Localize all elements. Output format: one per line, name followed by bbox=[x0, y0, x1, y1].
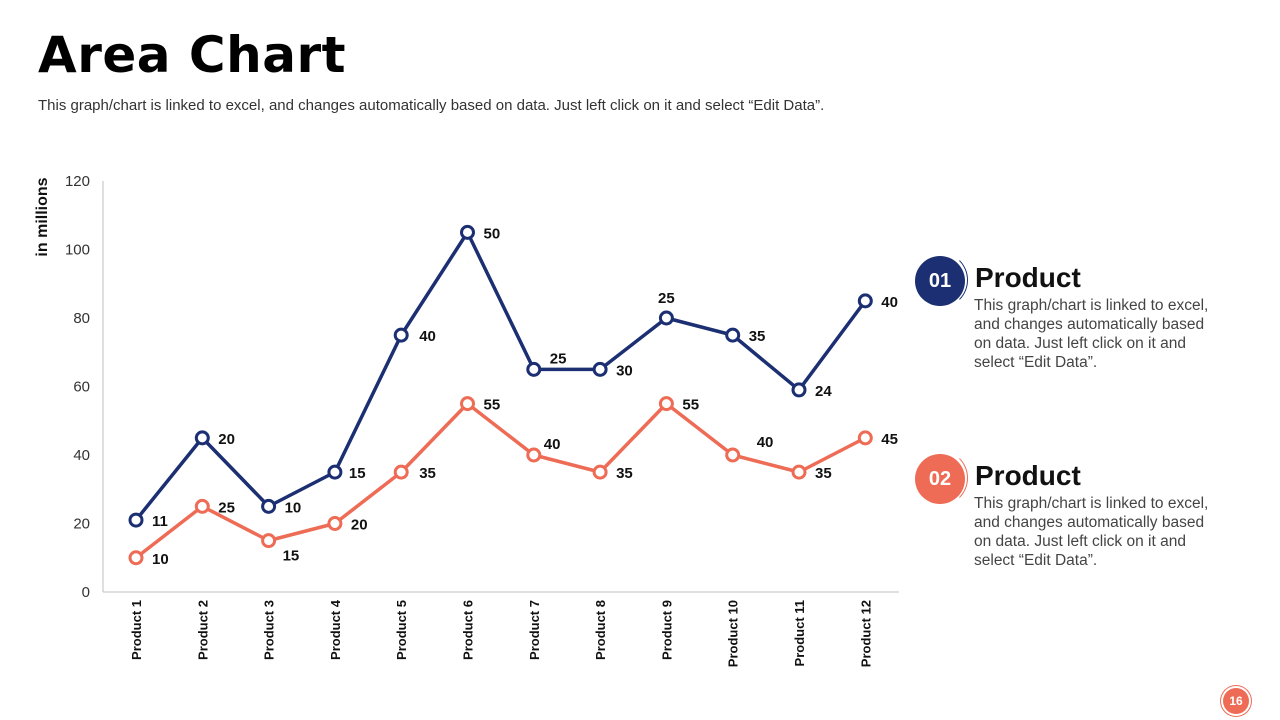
series-2-point bbox=[857, 430, 873, 446]
y-tick-label: 0 bbox=[82, 584, 90, 601]
legend-badge-2: 02 bbox=[915, 454, 965, 504]
x-tick-label: Product 1 bbox=[129, 600, 144, 660]
x-tick-label: Product 3 bbox=[262, 600, 277, 660]
legend-title-2: Product bbox=[975, 460, 1081, 491]
x-tick-label: Product 11 bbox=[792, 600, 807, 666]
series-1-line bbox=[134, 230, 867, 522]
chart-series bbox=[128, 224, 873, 566]
series-1-data-label: 40 bbox=[419, 328, 436, 345]
series-1-data-label: 24 bbox=[815, 383, 832, 400]
series-1-point bbox=[261, 498, 277, 514]
series-2-point bbox=[261, 533, 277, 549]
y-tick-label: 60 bbox=[73, 379, 90, 396]
x-tick-label: Product 12 bbox=[858, 600, 873, 667]
series-2-point bbox=[128, 550, 144, 566]
series-2-line bbox=[134, 401, 867, 560]
y-tick-label: 120 bbox=[65, 173, 90, 190]
x-tick-label: Product 6 bbox=[461, 600, 476, 660]
y-tick-label: 20 bbox=[73, 516, 90, 533]
page-number-badge: 16 bbox=[1223, 688, 1249, 714]
series-2-point bbox=[460, 396, 475, 412]
series-1-point bbox=[327, 464, 343, 480]
series-2-data-label: 25 bbox=[218, 499, 235, 516]
series-1-point bbox=[128, 512, 144, 528]
legend-badge-1: 01 bbox=[915, 256, 965, 306]
y-tick-label: 40 bbox=[73, 447, 90, 464]
y-tick-label: 100 bbox=[65, 242, 90, 259]
y-tick-label: 80 bbox=[73, 310, 90, 327]
series-1-point bbox=[791, 382, 807, 398]
series-2-point bbox=[194, 498, 210, 514]
series-2-point bbox=[592, 464, 608, 480]
series-2-point bbox=[791, 464, 807, 480]
series-2-data-label: 40 bbox=[757, 434, 774, 451]
series-1-data-label: 11 bbox=[152, 513, 168, 530]
series-1-point bbox=[393, 327, 409, 343]
series-1-point bbox=[460, 224, 475, 240]
series-1-point bbox=[725, 327, 741, 343]
series-2-data-label: 40 bbox=[544, 436, 561, 453]
series-1-data-label: 10 bbox=[285, 499, 302, 516]
series-1-data-label: 30 bbox=[616, 362, 633, 379]
series-1-data-label: 15 bbox=[349, 465, 366, 482]
series-2-data-label: 35 bbox=[616, 465, 633, 482]
series-1-data-label: 25 bbox=[550, 350, 567, 367]
series-2-data-label: 45 bbox=[881, 431, 898, 448]
series-2-data-label: 20 bbox=[351, 517, 368, 534]
series-1-data-label: 35 bbox=[749, 328, 766, 345]
data-labels: 11 20 10 15 40 50 25 30 25 35 24 40 10 25 15 20 35 55 40 35… bbox=[152, 225, 898, 567]
series-2-data-label: 55 bbox=[682, 397, 699, 414]
badge-ring bbox=[912, 252, 968, 308]
y-axis-label: in millions bbox=[34, 177, 51, 256]
chart-axes bbox=[102, 181, 899, 593]
series-1-data-label: 40 bbox=[881, 294, 898, 311]
series-1-point bbox=[658, 310, 674, 326]
x-tick-labels: Product 1 Product 2 Product 3 Product 4 Prod… bbox=[129, 599, 873, 667]
series-1-data-label: 50 bbox=[484, 225, 501, 242]
y-tick-labels: 0 20 40 60 80 100 120 bbox=[65, 173, 90, 601]
x-tick-label: Product 5 bbox=[394, 600, 409, 660]
series-2-data-label: 15 bbox=[283, 548, 300, 565]
series-1-data-label: 25 bbox=[658, 290, 675, 307]
series-2-data-label: 35 bbox=[419, 465, 436, 482]
x-tick-label: Product 2 bbox=[195, 600, 210, 660]
x-tick-label: Product 7 bbox=[527, 600, 542, 660]
series-1-point bbox=[526, 361, 542, 377]
x-tick-label: Product 9 bbox=[659, 600, 674, 660]
series-2-data-label: 10 bbox=[152, 551, 169, 568]
series-1-point bbox=[194, 430, 210, 446]
series-2-point bbox=[327, 516, 343, 531]
series-2-point bbox=[526, 447, 542, 463]
legend-description-2: This graph/chart is linked to excel, and… bbox=[974, 495, 1209, 569]
x-tick-label: Product 8 bbox=[593, 600, 608, 660]
legend-description-1: This graph/chart is linked to excel, and… bbox=[974, 297, 1209, 371]
series-2-data-label: 55 bbox=[484, 397, 501, 414]
series-1-point bbox=[857, 293, 873, 309]
x-tick-label: Product 4 bbox=[328, 599, 343, 660]
series-2-point bbox=[393, 464, 409, 480]
badge-ring bbox=[912, 450, 968, 506]
page-subtitle: This graph/chart is linked to excel, and… bbox=[38, 97, 825, 114]
series-2-point bbox=[725, 447, 741, 463]
x-tick-label: Product 10 bbox=[726, 600, 741, 667]
page-title: Area Chart bbox=[38, 26, 347, 84]
series-2-data-label: 35 bbox=[815, 465, 832, 482]
series-1-data-label: 20 bbox=[218, 431, 235, 448]
series-2-point bbox=[658, 396, 674, 412]
series-1-point bbox=[592, 361, 608, 377]
legend-title-1: Product bbox=[975, 262, 1081, 293]
